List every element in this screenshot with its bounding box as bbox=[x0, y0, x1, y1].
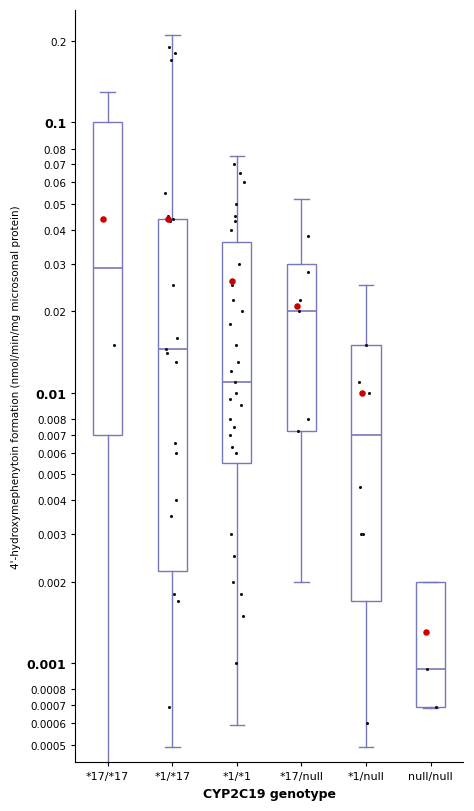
Point bbox=[358, 387, 365, 400]
Point bbox=[237, 588, 245, 601]
PathPatch shape bbox=[93, 123, 122, 436]
Point bbox=[167, 54, 175, 67]
PathPatch shape bbox=[416, 582, 445, 707]
Point bbox=[173, 447, 180, 460]
Point bbox=[355, 375, 363, 388]
Point bbox=[172, 48, 179, 61]
Point bbox=[110, 339, 118, 352]
Point bbox=[228, 279, 236, 292]
Point bbox=[226, 429, 234, 442]
Point bbox=[364, 717, 371, 730]
Point bbox=[226, 318, 234, 331]
Y-axis label: 4'-hydroxymephenytoin formation (nmol/min/mg microsomal protein): 4'-hydroxymephenytoin formation (nmol/mi… bbox=[11, 205, 21, 569]
Point bbox=[162, 187, 169, 200]
Point bbox=[231, 210, 239, 223]
Point bbox=[237, 167, 244, 180]
Point bbox=[228, 275, 236, 288]
PathPatch shape bbox=[222, 243, 251, 463]
Point bbox=[230, 421, 237, 434]
Point bbox=[228, 366, 235, 379]
Point bbox=[226, 393, 234, 406]
Point bbox=[228, 441, 236, 454]
PathPatch shape bbox=[352, 345, 381, 601]
Point bbox=[237, 399, 245, 412]
Point bbox=[164, 210, 172, 223]
Point bbox=[230, 549, 238, 562]
Point bbox=[239, 609, 247, 622]
Point bbox=[173, 332, 181, 345]
Point bbox=[232, 387, 240, 400]
Point bbox=[164, 213, 172, 226]
Point bbox=[229, 294, 237, 307]
Point bbox=[422, 626, 430, 639]
Point bbox=[362, 339, 370, 352]
Point bbox=[293, 300, 301, 313]
Point bbox=[167, 510, 174, 523]
Point bbox=[231, 216, 238, 229]
Point bbox=[360, 528, 367, 541]
Point bbox=[234, 356, 241, 369]
Point bbox=[227, 413, 234, 426]
Point bbox=[232, 339, 240, 352]
Point bbox=[171, 437, 178, 450]
PathPatch shape bbox=[287, 264, 316, 431]
Point bbox=[365, 387, 373, 400]
Point bbox=[356, 480, 364, 493]
Point bbox=[166, 216, 173, 229]
Point bbox=[294, 425, 301, 438]
Point bbox=[296, 306, 303, 319]
Point bbox=[172, 494, 180, 507]
PathPatch shape bbox=[158, 220, 187, 571]
Point bbox=[228, 528, 235, 541]
Point bbox=[232, 198, 240, 211]
Point bbox=[240, 177, 248, 190]
Point bbox=[170, 588, 177, 601]
Point bbox=[165, 41, 173, 54]
Point bbox=[173, 356, 180, 369]
Point bbox=[235, 258, 243, 271]
X-axis label: CYP2C19 genotype: CYP2C19 genotype bbox=[203, 787, 336, 800]
Point bbox=[163, 347, 171, 360]
Point bbox=[423, 663, 431, 676]
Point bbox=[304, 266, 312, 279]
Point bbox=[165, 701, 173, 714]
Point bbox=[174, 594, 182, 607]
Point bbox=[304, 413, 312, 426]
Point bbox=[230, 158, 238, 171]
Point bbox=[227, 224, 235, 237]
Point bbox=[162, 343, 170, 356]
Point bbox=[305, 230, 312, 243]
Point bbox=[169, 213, 177, 226]
Point bbox=[297, 294, 304, 307]
Point bbox=[238, 306, 246, 319]
Point bbox=[231, 375, 238, 388]
Point bbox=[232, 447, 240, 460]
Point bbox=[357, 528, 365, 541]
Point bbox=[432, 701, 440, 714]
Point bbox=[100, 213, 107, 226]
Point bbox=[232, 657, 239, 670]
Point bbox=[229, 576, 237, 589]
Point bbox=[169, 279, 177, 292]
